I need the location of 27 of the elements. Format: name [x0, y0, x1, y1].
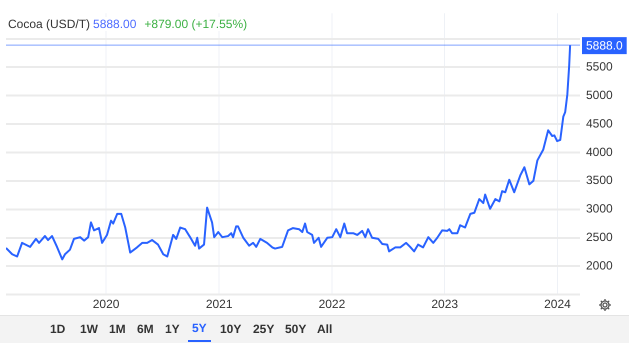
text: 6M: [133, 316, 158, 342]
text: 1W: [76, 316, 102, 342]
y-tick-label: 2500: [586, 230, 614, 244]
chart-title: Cocoa (USD/T): [8, 17, 90, 31]
chart-subtitle: 5888.00: [93, 17, 136, 31]
text: 25Y: [249, 316, 278, 342]
text: 5Y: [188, 316, 211, 342]
text: 1Y: [161, 316, 184, 342]
x-tick-label: 2023: [431, 297, 458, 312]
y-tick-label: 4000: [586, 144, 614, 159]
text: All: [313, 316, 336, 342]
x-tick-label: 2021: [206, 297, 233, 312]
y-tick-label: 3500: [586, 173, 614, 188]
ref-line-label: 5888.0: [586, 38, 624, 52]
y-tick-label: 4500: [586, 116, 614, 130]
text: 1M: [105, 316, 130, 342]
y-tick-label: 3000: [586, 202, 614, 216]
x-tick-label: 2024: [544, 297, 572, 312]
x-tick-label: 2022: [318, 297, 346, 312]
annotation: +879.00 (+17.55%): [144, 17, 248, 31]
text: 10Y: [216, 316, 246, 342]
text: 50Y: [281, 316, 310, 342]
y-tick-label: 5500: [586, 60, 614, 74]
y-tick-label: 5000: [586, 88, 614, 102]
y-tick-label: 2000: [586, 258, 614, 272]
x-tick-label: 2020: [92, 297, 120, 312]
text: 1D: [46, 316, 70, 342]
